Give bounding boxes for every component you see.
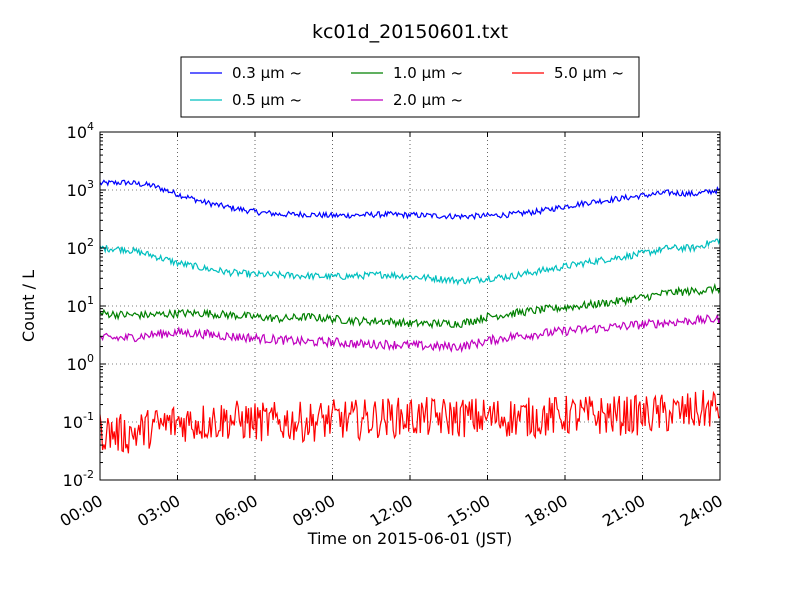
legend: 0.3 μm ~ 0.5 μm ~ 1.0 μm ~ 2.0 μm ~ 5.0 μm ~ [180,56,640,118]
series-line [99,282,721,330]
tick-layer: 00:00 03:00 06:00 09:00 12:00 15:00 18:00 21:00… [57,120,726,531]
series-line [99,179,721,221]
legend-box [180,56,640,118]
y-tick-label: 10-2 [63,468,94,490]
legend-label: 0.5 μm ~ [232,91,302,109]
y-axis-title: Count / L [19,270,38,342]
y-tick-label: 104 [67,120,94,142]
y-tick-label: 100 [67,352,94,374]
legend-label: 2.0 μm ~ [393,91,463,109]
grid-layer [100,132,720,480]
y-tick-label: 103 [67,178,94,200]
series-layer [99,179,721,454]
chart-title: kc01d_20150601.txt [312,21,508,43]
legend-label: 5.0 μm ~ [554,64,624,82]
legend-label: 0.3 μm ~ [232,64,302,82]
x-axis-title: Time on 2015-06-01 (JST) [307,529,512,548]
legend-label: 1.0 μm ~ [393,64,463,82]
series-line [99,314,721,354]
series-line [99,389,721,454]
y-tick-label: 102 [67,236,94,258]
y-tick-label: 10-1 [63,410,94,432]
y-tick-label: 101 [67,294,94,316]
series-line [99,238,721,286]
